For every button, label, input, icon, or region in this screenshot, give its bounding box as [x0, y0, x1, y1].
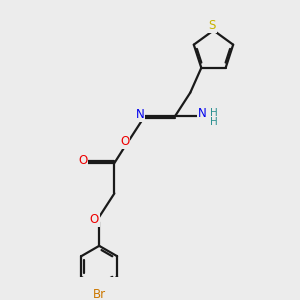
Text: Br: Br [93, 289, 106, 300]
Text: H: H [210, 108, 218, 118]
Text: S: S [208, 19, 216, 32]
Text: H: H [210, 117, 218, 127]
Text: N: N [198, 107, 207, 120]
Text: O: O [90, 213, 99, 226]
Text: O: O [78, 154, 87, 167]
Text: O: O [120, 135, 129, 148]
Text: N: N [135, 108, 144, 121]
